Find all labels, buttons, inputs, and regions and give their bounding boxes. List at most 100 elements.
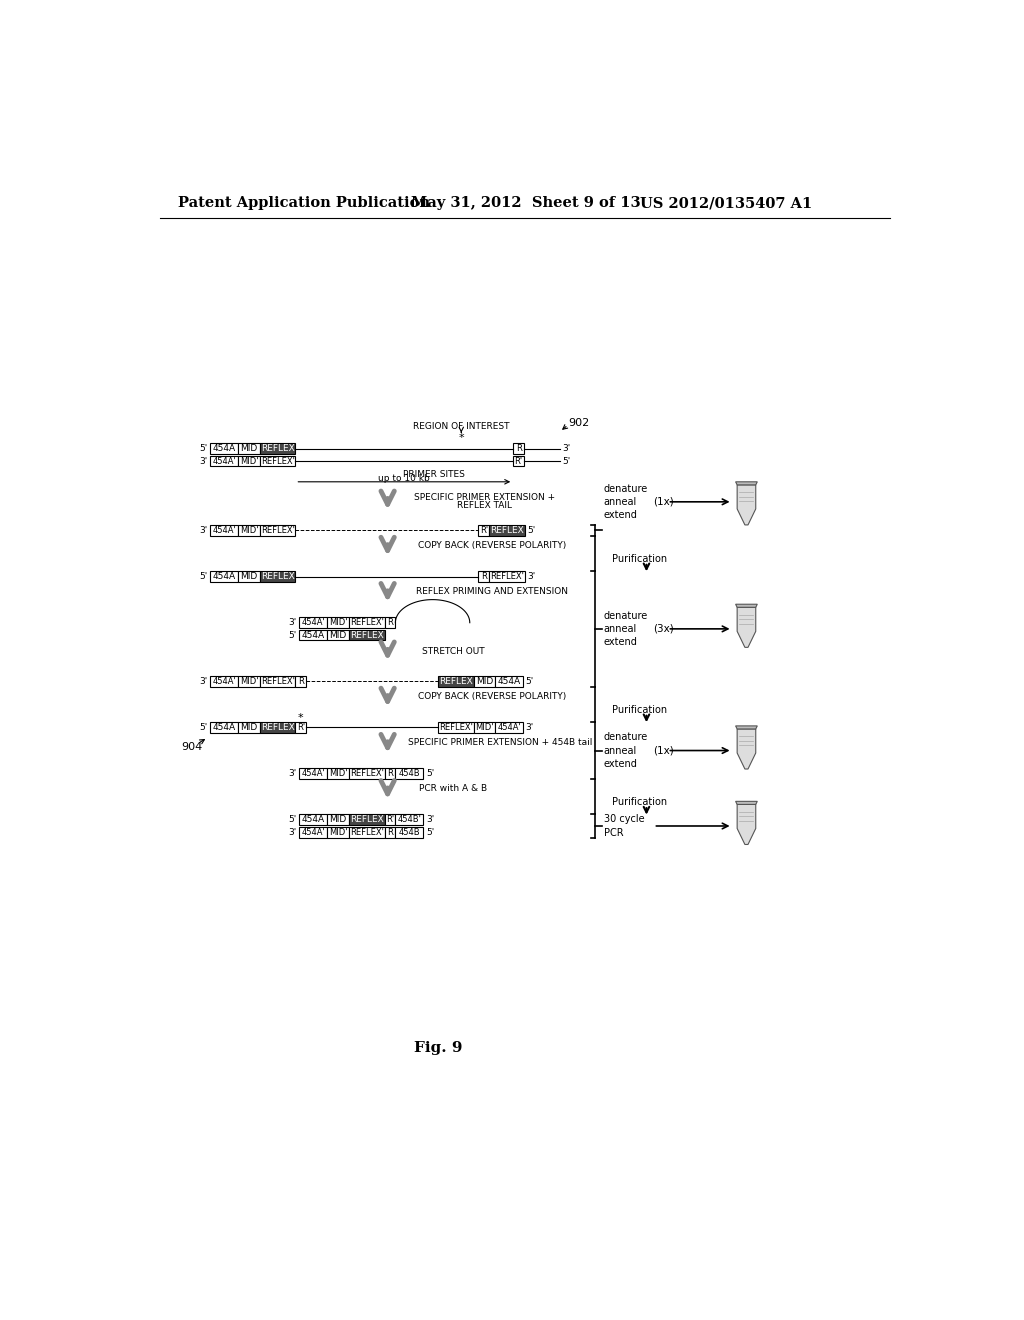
Bar [349,630,385,640]
Bar [299,814,328,825]
Text: STRETCH OUT: STRETCH OUT [422,647,484,656]
Bar [489,572,525,582]
Bar [385,618,395,628]
Bar [349,618,385,628]
Bar [385,826,395,838]
Text: R': R' [479,525,487,535]
Polygon shape [735,605,758,607]
Text: MID: MID [241,723,257,731]
Text: 5': 5' [200,445,208,453]
Bar [395,814,423,825]
Text: up to 10 kb: up to 10 kb [378,474,430,483]
Bar [299,630,328,640]
Text: REFLEX: REFLEX [439,677,473,685]
Text: 454A': 454A' [212,457,236,466]
Text: 454B: 454B [398,770,420,777]
Text: (3x): (3x) [653,624,674,634]
Text: 454A': 454A' [301,618,325,627]
Bar [349,826,385,838]
Polygon shape [737,804,756,845]
Text: 454B: 454B [398,828,420,837]
Text: 5': 5' [289,816,297,824]
Polygon shape [735,482,758,484]
Text: 3': 3' [200,457,208,466]
Text: COPY BACK (REVERSE POLARITY): COPY BACK (REVERSE POLARITY) [418,541,566,550]
Text: REFLEX': REFLEX' [350,770,384,777]
Text: May 31, 2012  Sheet 9 of 13: May 31, 2012 Sheet 9 of 13 [411,197,640,210]
Text: 3': 3' [289,828,297,837]
Text: SPECIFIC PRIMER EXTENSION + 454B tail: SPECIFIC PRIMER EXTENSION + 454B tail [408,738,592,747]
Bar [299,826,328,838]
Bar [210,572,238,582]
Bar [513,444,524,454]
Text: 5': 5' [200,572,208,581]
Bar [295,722,306,733]
Text: COPY BACK (REVERSE POLARITY): COPY BACK (REVERSE POLARITY) [418,692,566,701]
Bar [328,630,349,640]
Text: REFLEX: REFLEX [261,445,295,453]
Bar [478,525,489,536]
Bar [395,768,423,779]
Text: 5': 5' [426,770,434,777]
Text: R: R [387,828,393,837]
Text: 902: 902 [568,418,590,428]
Text: REFLEX': REFLEX' [439,723,473,731]
Text: 454A: 454A [213,572,236,581]
Bar [299,618,328,628]
Bar [513,455,524,466]
Text: 454A: 454A [302,631,325,639]
Polygon shape [735,801,758,804]
Text: MID': MID' [240,457,258,466]
Bar [210,444,238,454]
Bar [295,676,306,686]
Text: 3': 3' [525,723,534,731]
Text: R: R [481,572,486,581]
Text: *: * [459,433,464,444]
Polygon shape [737,484,756,525]
Text: 30 cycle
PCR: 30 cycle PCR [604,814,644,838]
Text: R': R' [297,723,305,731]
Text: 5': 5' [426,828,434,837]
Bar [474,722,496,733]
Text: MID': MID' [329,770,347,777]
Text: R': R' [514,457,522,466]
Text: 454A: 454A [213,723,236,731]
Polygon shape [737,607,756,647]
Bar [349,814,385,825]
Text: REFLEX PRIMING AND EXTENSION: REFLEX PRIMING AND EXTENSION [416,587,568,597]
Text: 454A': 454A' [301,770,325,777]
Bar [260,455,295,466]
Text: US 2012/0135407 A1: US 2012/0135407 A1 [640,197,812,210]
Text: 5': 5' [289,631,297,639]
Text: MID: MID [241,572,257,581]
Bar [328,826,349,838]
Text: 5': 5' [563,457,571,466]
Text: 454A': 454A' [212,677,236,685]
Bar [238,676,260,686]
Text: R: R [298,677,304,685]
Text: REFLEX TAIL: REFLEX TAIL [457,502,512,510]
Text: 3': 3' [200,525,208,535]
Text: 5': 5' [200,723,208,731]
Text: 3': 3' [527,572,536,581]
Text: R: R [387,770,393,777]
Text: 454A: 454A [302,816,325,824]
Bar [489,525,525,536]
Text: REFLEX: REFLEX [350,816,384,824]
Text: REFLEX: REFLEX [350,631,384,639]
Text: 454A': 454A' [212,525,236,535]
Bar [238,572,260,582]
Text: REFLEX: REFLEX [261,723,295,731]
Bar [496,722,523,733]
Text: MID': MID' [329,618,347,627]
Text: MID': MID' [475,723,494,731]
Text: Purification: Purification [611,705,667,714]
Bar [438,676,474,686]
Text: 3': 3' [289,618,297,627]
Text: 454B': 454B' [397,816,421,824]
Polygon shape [735,726,758,729]
Bar [260,525,295,536]
Text: Patent Application Publication: Patent Application Publication [178,197,430,210]
Text: denature
anneal
extend: denature anneal extend [604,483,648,520]
Text: 3': 3' [426,816,434,824]
